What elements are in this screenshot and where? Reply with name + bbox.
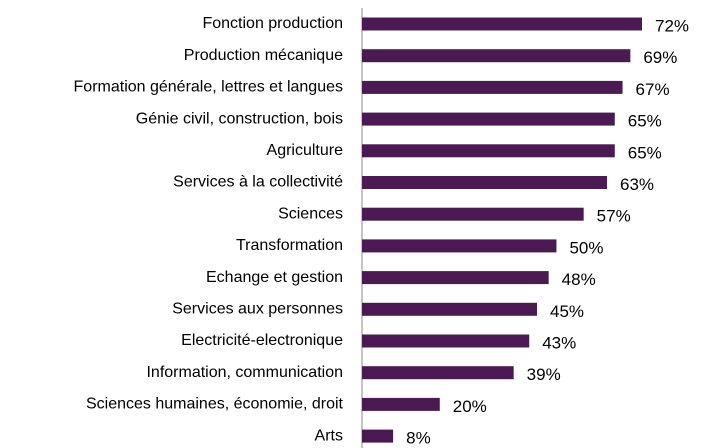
bar (362, 271, 549, 285)
bar (362, 17, 642, 31)
value-label: 65% (628, 143, 662, 162)
category-label: Fonction production (202, 15, 343, 32)
bar (362, 366, 514, 380)
category-label: Transformation (236, 237, 343, 254)
bar (362, 144, 615, 158)
category-label: Agriculture (267, 142, 344, 159)
value-label: 72% (655, 16, 689, 35)
value-label: 67% (636, 80, 670, 99)
category-label: Production mécanique (184, 47, 343, 64)
category-label: Echange et gestion (206, 269, 343, 286)
category-label: Services aux personnes (172, 301, 343, 318)
value-label: 43% (542, 333, 576, 352)
bar (362, 429, 394, 443)
category-label: Arts (315, 427, 343, 444)
category-label: Services à la collectivité (173, 174, 343, 191)
category-label: Formation générale, lettres et langues (74, 79, 343, 96)
category-label: Electricité-electronique (181, 332, 343, 349)
bar (362, 80, 623, 94)
value-label: 57% (597, 207, 631, 226)
value-label: 20% (453, 397, 487, 416)
value-label: 48% (562, 270, 596, 289)
bar (362, 207, 584, 221)
value-label: 8% (406, 429, 431, 448)
bar (362, 49, 631, 63)
value-label: 50% (569, 238, 603, 257)
value-label: 45% (550, 302, 584, 321)
bar (362, 112, 615, 126)
value-label: 63% (620, 175, 654, 194)
category-label: Information, communication (146, 364, 343, 381)
value-label: 69% (643, 48, 677, 67)
value-label: 39% (527, 365, 561, 384)
bar (362, 397, 440, 411)
category-label: Sciences (278, 205, 343, 222)
bar (362, 239, 557, 253)
bar (362, 334, 530, 348)
bar (362, 302, 537, 316)
category-label: Génie civil, construction, bois (136, 110, 343, 127)
bar (362, 176, 607, 189)
value-label: 65% (628, 112, 662, 131)
category-label: Sciences humaines, économie, droit (86, 396, 344, 413)
